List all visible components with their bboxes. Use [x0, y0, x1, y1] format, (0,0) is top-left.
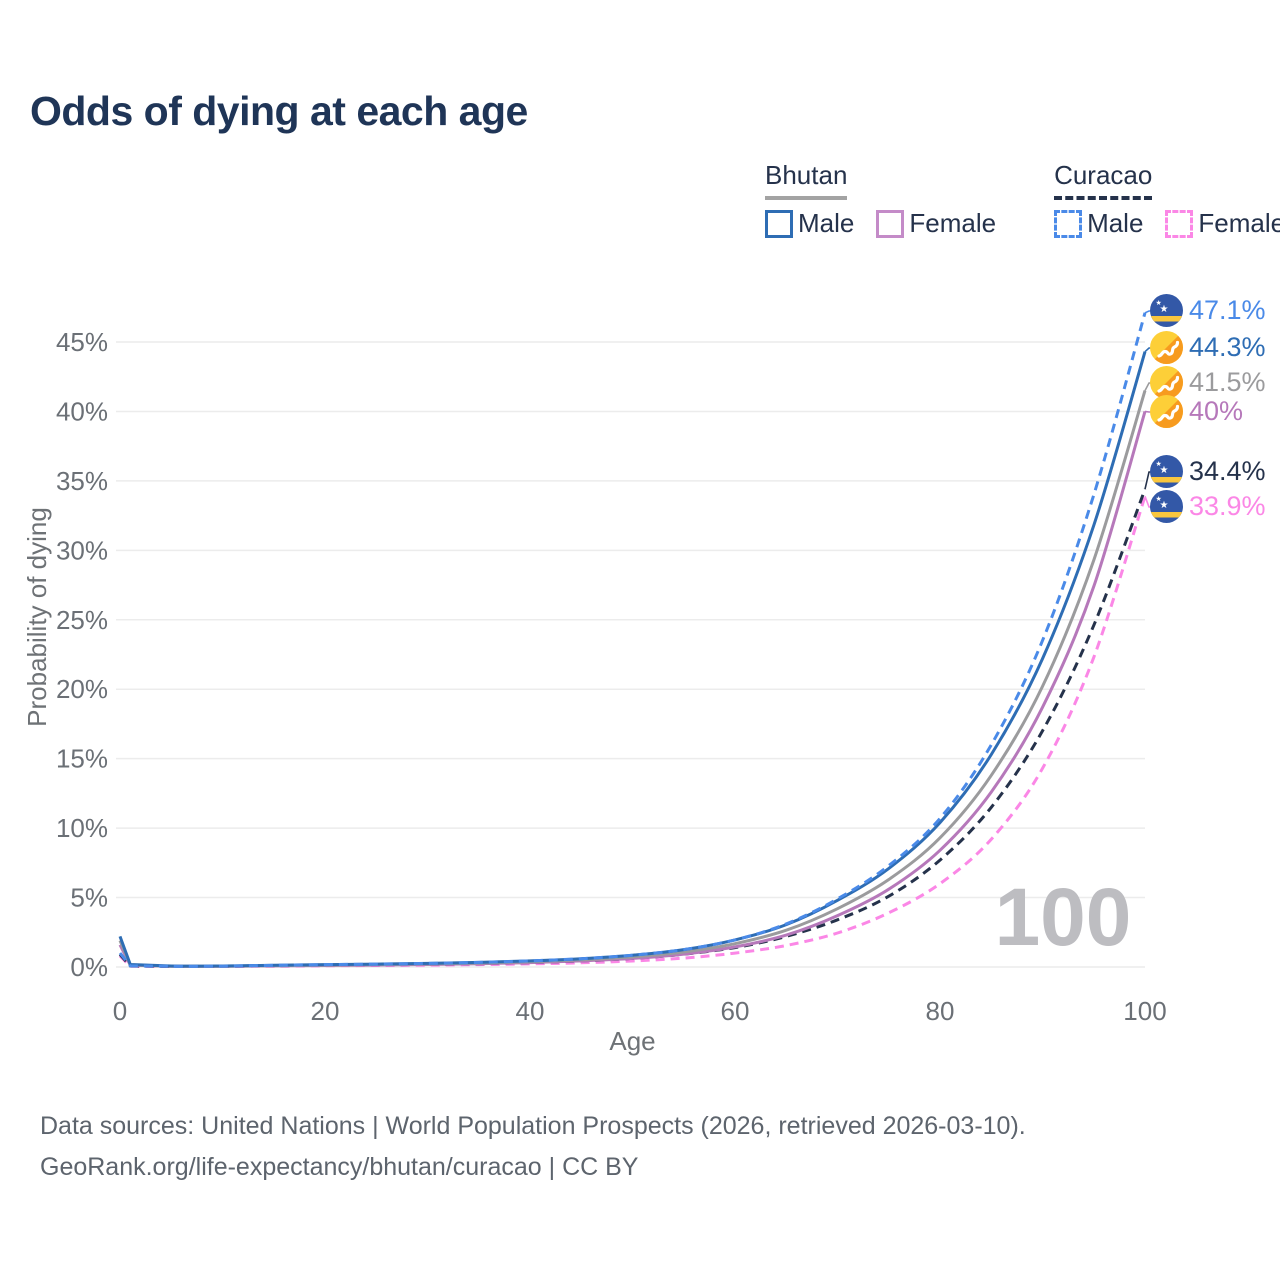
- y-tick-label: 5%: [70, 883, 108, 913]
- line-swatch-icon: [1054, 209, 1083, 238]
- y-tick-label: 20%: [56, 674, 108, 704]
- svg-text:★: ★: [1160, 304, 1169, 315]
- svg-text:★: ★: [1156, 299, 1162, 307]
- svg-text:★: ★: [1160, 500, 1169, 511]
- x-tick-label: 20: [311, 996, 340, 1026]
- series-line-bhutan-male: [118, 351, 1147, 968]
- legend-item-label: Female: [909, 208, 997, 238]
- end-label-row-curacao-male: ★ ★ 47.1%: [1150, 294, 1266, 327]
- y-tick-label: 25%: [56, 605, 108, 635]
- end-label-row-curacao: ★ ★ 34.4%: [1150, 455, 1266, 488]
- y-tick-label: 15%: [56, 744, 108, 774]
- legend-row-curacao: Male Female: [1054, 208, 1280, 239]
- y-tick-label: 35%: [56, 466, 108, 496]
- end-label-row-bhutan-male: 44.3%: [1150, 331, 1266, 364]
- series-line-curacao-female: [118, 495, 1147, 969]
- footer: Data sources: United Nations | World Pop…: [40, 1106, 1026, 1188]
- end-label-row-bhutan: 41.5%: [1150, 366, 1266, 399]
- y-tick-label: 40%: [56, 396, 108, 426]
- end-label-value: 40%: [1189, 396, 1244, 426]
- end-label-value: 34.4%: [1189, 456, 1266, 486]
- curacao-flag-icon: ★★: [1150, 455, 1183, 488]
- svg-text:★: ★: [1156, 495, 1162, 503]
- end-label-value: 33.9%: [1189, 491, 1266, 521]
- y-axis-title: Probability of dying: [22, 507, 52, 727]
- end-label-value: 44.3%: [1189, 332, 1266, 362]
- age-watermark: 100: [995, 872, 1132, 963]
- y-tick-label: 10%: [56, 813, 108, 843]
- data-source-text: Data sources: United Nations | World Pop…: [40, 1112, 1026, 1140]
- line-swatch-icon: [1165, 209, 1194, 238]
- legend-country-bhutan[interactable]: Bhutan: [765, 160, 848, 200]
- y-tick-label: 45%: [56, 327, 108, 357]
- bhutan-flag-icon: [1150, 395, 1183, 428]
- attribution-text: GeoRank.org/life-expectancy/bhutan/curac…: [40, 1153, 639, 1181]
- legend-item-bhutan-male[interactable]: Male: [765, 208, 854, 239]
- legend-item-curacao-male[interactable]: Male: [1054, 208, 1143, 239]
- legend-row-bhutan: Male Female: [765, 208, 996, 239]
- legend-item-label: Male: [798, 208, 855, 238]
- end-label-row-curacao-female: ★ ★ 33.9%: [1150, 490, 1266, 523]
- legend-country-curacao[interactable]: Curacao: [1054, 160, 1153, 200]
- x-tick-label: 0: [113, 996, 127, 1026]
- series-line-curacao-male: [118, 312, 1147, 968]
- x-tick-label: 40: [516, 996, 545, 1026]
- series-line-curacao: [118, 488, 1147, 968]
- x-axis-title: Age: [609, 1026, 655, 1056]
- line-swatch-icon: [765, 209, 793, 238]
- legend-item-bhutan-female[interactable]: Female: [876, 208, 996, 239]
- page-title: Odds of dying at each age: [30, 88, 528, 134]
- end-label-value: 41.5%: [1189, 367, 1266, 397]
- bhutan-flag-icon: [1150, 331, 1183, 364]
- svg-text:★: ★: [1156, 460, 1162, 468]
- end-label-value: 47.1%: [1189, 295, 1266, 325]
- line-swatch-icon: [876, 209, 905, 238]
- curacao-flag-icon: ★★: [1150, 490, 1183, 523]
- legend-group-curacao: Curacao Male Female: [1054, 160, 1280, 239]
- x-tick-label: 80: [926, 996, 955, 1026]
- legend-item-label: Female: [1198, 208, 1280, 238]
- y-tick-label: 0%: [70, 952, 108, 982]
- bhutan-flag-icon: [1150, 366, 1183, 399]
- curacao-flag-icon: ★★: [1150, 294, 1183, 327]
- y-tick-label: 30%: [56, 535, 108, 565]
- legend-item-curacao-female[interactable]: Female: [1165, 208, 1280, 239]
- series-line-bhutan: [118, 390, 1147, 968]
- legend: Bhutan Male Female Curacao Male: [765, 160, 1280, 239]
- x-tick-label: 100: [1123, 996, 1166, 1026]
- legend-group-bhutan: Bhutan Male Female: [765, 160, 996, 239]
- svg-text:★: ★: [1160, 465, 1169, 476]
- legend-item-label: Male: [1087, 208, 1144, 238]
- x-tick-label: 60: [721, 996, 750, 1026]
- end-label-row-bhutan-female: 40%: [1150, 395, 1243, 428]
